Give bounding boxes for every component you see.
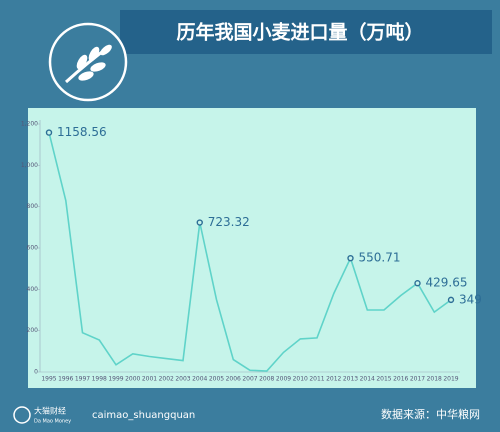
marker	[347, 254, 354, 262]
x-tick-label: 2001	[142, 376, 157, 383]
line	[48, 132, 452, 372]
x-tick-label: 1998	[92, 376, 107, 383]
x-tick-label: 1995	[41, 376, 56, 383]
y-tick-label: 1,200	[21, 121, 38, 128]
brand: 大猫财经	[34, 406, 66, 416]
chart-title: 历年我国小麦进口量（万吨）	[176, 21, 423, 44]
value-label: 723.32	[208, 215, 250, 229]
x-tick-label: 2011	[309, 376, 324, 383]
title-band	[120, 10, 492, 54]
x-tick-label: 1996	[58, 376, 73, 383]
x-tick-label: 2008	[259, 376, 274, 383]
brand-en: Da Mao Money	[34, 419, 71, 425]
marker	[45, 129, 53, 136]
source: 数据来源：中华粮网	[381, 407, 480, 421]
x-tick-label: 2009	[276, 376, 291, 383]
y-tick-label: 1,000	[21, 162, 38, 169]
value-label: 349	[459, 292, 482, 306]
x-tick-label: 2002	[159, 376, 174, 383]
x-tick-label: 2013	[343, 376, 358, 383]
x-tick-label: 2018	[427, 376, 442, 383]
x-tick-label: 2003	[175, 376, 190, 383]
x-tick-label: 2004	[192, 376, 207, 383]
y-tick-label: 600	[27, 245, 39, 252]
marker	[447, 296, 455, 304]
x-tick-label: 2007	[242, 376, 257, 383]
y-tick-label: 200	[27, 327, 39, 334]
marker	[196, 219, 203, 226]
x-tick-label: 2012	[326, 376, 341, 383]
x-tick-label: 1999	[108, 376, 123, 383]
x-tick-label: 2017	[410, 376, 425, 383]
logo	[13, 406, 31, 424]
x-tick-label: 2019	[443, 376, 458, 383]
value-label: 1158.56	[57, 125, 107, 139]
plot-panel	[28, 108, 476, 388]
account: caimao_shuangquan	[92, 410, 195, 421]
x-tick-label: 2006	[226, 376, 241, 383]
y-tick-label: 400	[27, 286, 39, 293]
x-tick-label: 2014	[360, 376, 375, 383]
x-tick-label: 1997	[75, 376, 90, 383]
x-tick-label: 2016	[393, 376, 408, 383]
x-tick-label: 2000	[125, 376, 140, 383]
marker	[414, 280, 421, 287]
y-tick-label: 800	[27, 203, 39, 210]
x-tick-label: 2015	[376, 376, 391, 383]
x-tick-label: 2005	[209, 376, 224, 383]
value-label: 550.71	[359, 251, 401, 265]
value-label: 429.65	[426, 276, 468, 290]
wheat-icon	[48, 22, 128, 102]
footer: 大猫财经 Da Mao Money caimao_shuangquan 数据来源…	[13, 406, 480, 425]
y-tick-label: 0	[34, 369, 38, 376]
x-tick-label: 2010	[293, 376, 308, 383]
